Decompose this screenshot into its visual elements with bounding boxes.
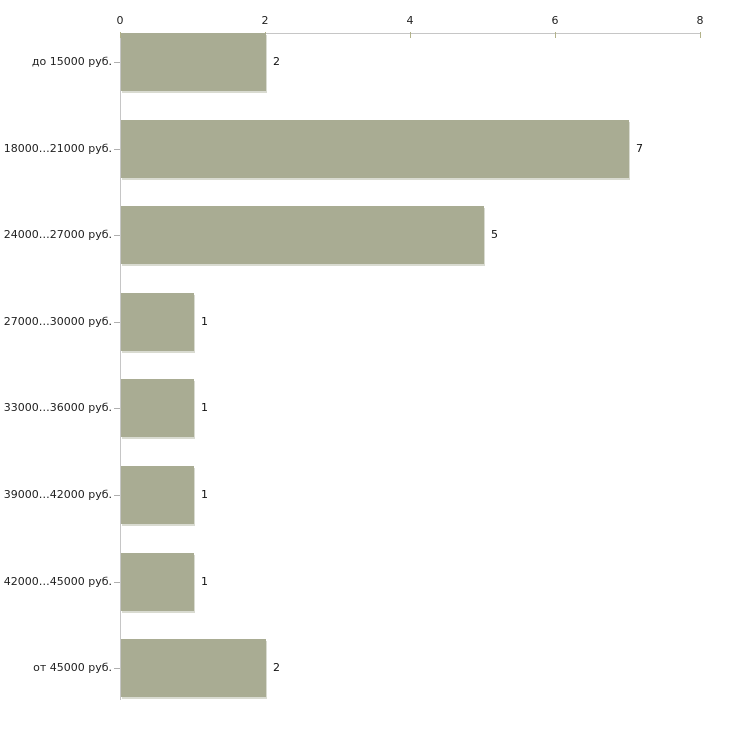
category-tick-mark — [114, 322, 120, 323]
bar-row: 27000…30000 руб. 1 — [4, 293, 700, 351]
bar — [121, 206, 484, 264]
bar-value-label: 5 — [491, 228, 498, 241]
bar-value-label: 1 — [201, 315, 208, 328]
bar-value-label: 1 — [201, 401, 208, 414]
category-label: 33000…36000 руб. — [3, 401, 112, 414]
bar-row: 42000…45000 руб. 1 — [4, 553, 700, 611]
bar — [121, 33, 266, 91]
category-tick-mark — [114, 582, 120, 583]
category-tick-mark — [114, 408, 120, 409]
category-tick-mark — [114, 235, 120, 236]
x-tick-label: 4 — [406, 14, 414, 27]
bar-row: 24000…27000 руб. 5 — [4, 206, 700, 264]
bar-value-label: 7 — [636, 142, 643, 155]
bar-row: 39000…42000 руб. 1 — [4, 466, 700, 524]
category-label: до 15000 руб. — [31, 55, 112, 68]
bar — [121, 120, 629, 178]
category-label: 39000…42000 руб. — [3, 488, 112, 501]
bar-value-label: 2 — [273, 661, 280, 674]
bar-row: 18000…21000 руб. 7 — [4, 120, 700, 178]
bar — [121, 466, 194, 524]
x-tick-mark — [410, 32, 411, 38]
category-label: 27000…30000 руб. — [3, 315, 112, 328]
bar — [121, 553, 194, 611]
bar — [121, 379, 194, 437]
x-tick-label: 2 — [261, 14, 269, 27]
bar-row: от 45000 руб. 2 — [33, 639, 700, 697]
bar — [121, 293, 194, 351]
x-tick-mark — [555, 32, 556, 38]
category-tick-mark — [114, 668, 120, 669]
category-tick-mark — [114, 149, 120, 150]
x-tick-label: 8 — [696, 14, 704, 27]
x-tick-mark — [700, 32, 701, 38]
plot-area: 0 2 4 6 8 до 15000 руб. 2 18000…21000 ру… — [4, 14, 704, 700]
category-label: 42000…45000 руб. — [3, 575, 112, 588]
y-axis — [120, 33, 121, 700]
x-tick-mark — [120, 32, 121, 38]
bar-value-label: 1 — [201, 488, 208, 501]
bar-row: 33000…36000 руб. 1 — [4, 379, 700, 437]
category-tick-mark — [114, 62, 120, 63]
x-tick-label: 0 — [116, 14, 124, 27]
bar-value-label: 2 — [273, 55, 280, 68]
category-label: 18000…21000 руб. — [3, 142, 112, 155]
category-tick-mark — [114, 495, 120, 496]
bar-value-label: 1 — [201, 575, 208, 588]
category-label: от 45000 руб. — [33, 661, 112, 674]
bar — [121, 639, 266, 697]
bar-row: до 15000 руб. 2 — [32, 33, 700, 91]
x-tick-label: 6 — [551, 14, 559, 27]
category-label: 24000…27000 руб. — [3, 228, 112, 241]
